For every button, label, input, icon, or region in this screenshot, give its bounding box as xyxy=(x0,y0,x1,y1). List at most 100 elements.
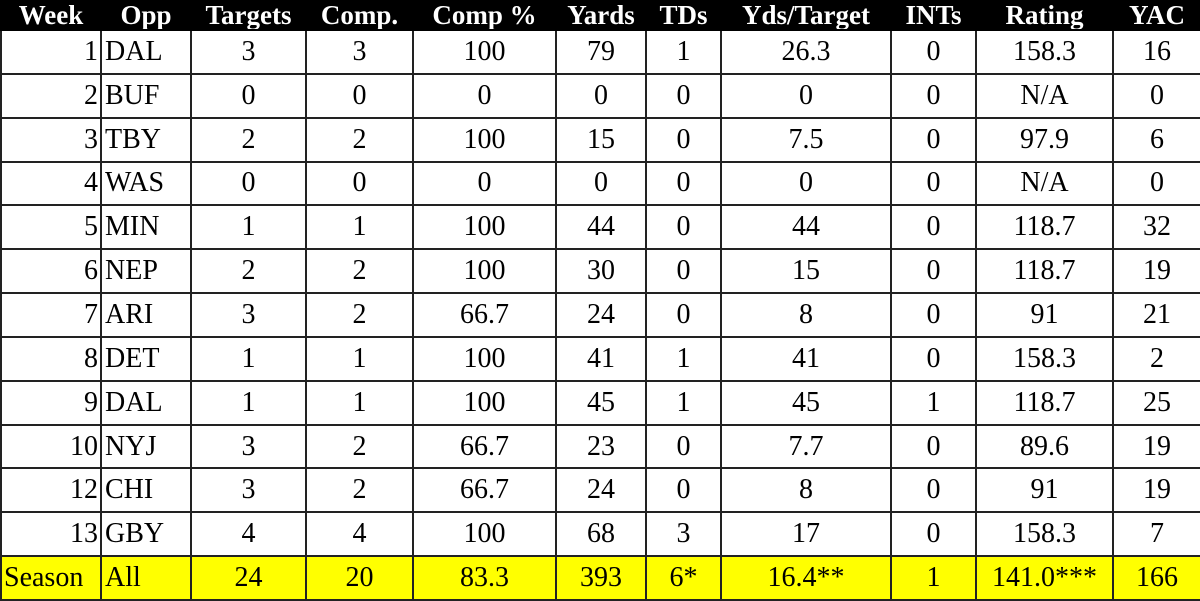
table-row: 9 DAL 1 1 100 45 1 45 1 118.7 25 xyxy=(0,379,1200,426)
table-cell: 3 xyxy=(190,292,307,338)
header-cell: YAC xyxy=(1112,0,1200,31)
table-cell: 100 xyxy=(412,511,557,558)
table-cell: 100 xyxy=(412,204,557,251)
table-cell: 118.7 xyxy=(975,204,1114,251)
table-cell: 1 xyxy=(645,335,722,382)
table-cell: 23 xyxy=(555,423,647,470)
table-cell: 0 xyxy=(645,204,722,251)
table-cell: 8 xyxy=(0,335,102,382)
table-cell: 2 xyxy=(305,423,414,470)
table-cell: 24 xyxy=(555,467,647,514)
table-cell: 1 xyxy=(190,204,307,251)
table-cell: 3 xyxy=(0,116,102,163)
table-cell: 45 xyxy=(555,379,647,426)
table-cell: 0 xyxy=(645,160,722,207)
table-row: 13 GBY 4 4 100 68 3 17 0 158.3 7 xyxy=(0,511,1200,558)
table-row: 6 NEP 2 2 100 30 0 15 0 118.7 19 xyxy=(0,248,1200,295)
table-cell: 66.7 xyxy=(412,423,557,470)
table-cell: 1 xyxy=(190,379,307,426)
table-cell: 118.7 xyxy=(975,379,1114,426)
table-cell: 0 xyxy=(890,423,977,470)
table-cell: 6 xyxy=(1112,116,1200,163)
table-cell: 0 xyxy=(645,292,722,338)
total-cell: 20 xyxy=(305,555,414,601)
table-cell: 0 xyxy=(1112,72,1200,119)
table-cell: 2 xyxy=(305,292,414,338)
table-cell: 89.6 xyxy=(975,423,1114,470)
table-cell: 0 xyxy=(645,423,722,470)
table-cell: 0 xyxy=(190,160,307,207)
total-cell: Season xyxy=(0,555,102,601)
table-cell: 12 xyxy=(0,467,102,514)
table-cell: 0 xyxy=(890,467,977,514)
table-cell: 7 xyxy=(1112,511,1200,558)
table-cell: 1 xyxy=(0,29,102,75)
total-cell: 83.3 xyxy=(412,555,557,601)
table-cell: 1 xyxy=(645,29,722,75)
table-cell: 4 xyxy=(305,511,414,558)
table-cell: 16 xyxy=(1112,29,1200,75)
total-row: Season All 24 20 83.3 393 6* 16.4** 1 141.0*** 166 xyxy=(0,555,1200,601)
table-cell: 13 xyxy=(0,511,102,558)
table-cell: 1 xyxy=(890,379,977,426)
table-cell: 2 xyxy=(1112,335,1200,382)
header-cell: Opp xyxy=(100,0,192,31)
table-cell: 0 xyxy=(645,72,722,119)
table-row: 2 BUF 0 0 0 0 0 0 0 N/A 0 xyxy=(0,72,1200,119)
header-cell: Rating xyxy=(975,0,1114,31)
table-cell: 97.9 xyxy=(975,116,1114,163)
table-cell: 3 xyxy=(645,511,722,558)
table-cell: 91 xyxy=(975,292,1114,338)
header-cell: Yds/Target xyxy=(720,0,892,31)
table-cell: 1 xyxy=(190,335,307,382)
table-cell: 2 xyxy=(305,467,414,514)
table-row: 5 MIN 1 1 100 44 0 44 0 118.7 32 xyxy=(0,204,1200,251)
header-cell: Comp % xyxy=(412,0,557,31)
table-cell: 0 xyxy=(645,116,722,163)
table-row: 10 NYJ 3 2 66.7 23 0 7.7 0 89.6 19 xyxy=(0,423,1200,470)
table-cell: 0 xyxy=(645,467,722,514)
total-cell: 24 xyxy=(190,555,307,601)
table-cell: 0 xyxy=(890,248,977,295)
total-cell: 166 xyxy=(1112,555,1200,601)
table-cell: 3 xyxy=(190,29,307,75)
table-cell: 0 xyxy=(555,72,647,119)
table-cell: 79 xyxy=(555,29,647,75)
table-cell: 0 xyxy=(890,116,977,163)
table-row: 7 ARI 3 2 66.7 24 0 8 0 91 21 xyxy=(0,292,1200,338)
table-cell: 9 xyxy=(0,379,102,426)
table-cell: 3 xyxy=(190,423,307,470)
table-cell: 91 xyxy=(975,467,1114,514)
table-cell: 100 xyxy=(412,116,557,163)
table-cell: DAL xyxy=(100,379,192,426)
table-cell: 100 xyxy=(412,248,557,295)
table-cell: 0 xyxy=(305,72,414,119)
table-row: 4 WAS 0 0 0 0 0 0 0 N/A 0 xyxy=(0,160,1200,207)
table-cell: 0 xyxy=(890,160,977,207)
table-cell: 100 xyxy=(412,29,557,75)
table-cell: 15 xyxy=(720,248,892,295)
table-cell: 1 xyxy=(305,379,414,426)
header-cell: Targets xyxy=(190,0,307,31)
table-cell: 8 xyxy=(720,292,892,338)
header-row: Week Opp Targets Comp. Comp % Yards TDs Yds/Tar… xyxy=(0,0,1200,31)
total-cell: 16.4** xyxy=(720,555,892,601)
table-cell: ARI xyxy=(100,292,192,338)
table-cell: 7.5 xyxy=(720,116,892,163)
table-cell: 8 xyxy=(720,467,892,514)
table-cell: 19 xyxy=(1112,423,1200,470)
table-cell: GBY xyxy=(100,511,192,558)
table-cell: 0 xyxy=(890,292,977,338)
total-cell: 6* xyxy=(645,555,722,601)
table-cell: 2 xyxy=(305,116,414,163)
table-cell: 0 xyxy=(555,160,647,207)
table-cell: 0 xyxy=(890,72,977,119)
table-cell: 1 xyxy=(645,379,722,426)
table-cell: 17 xyxy=(720,511,892,558)
table-cell: 0 xyxy=(890,335,977,382)
table-cell: 1 xyxy=(305,204,414,251)
table-cell: DAL xyxy=(100,29,192,75)
header-cell: INTs xyxy=(890,0,977,31)
table-cell: 0 xyxy=(645,248,722,295)
